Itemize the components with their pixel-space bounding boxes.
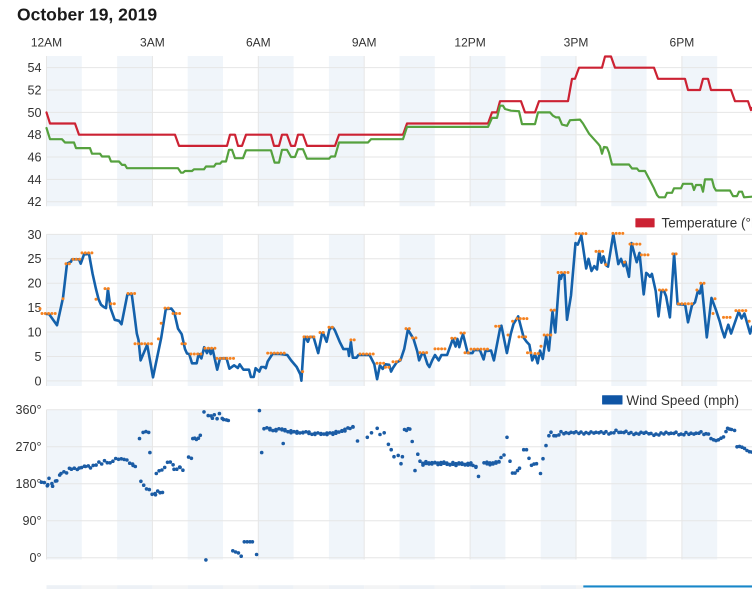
svg-text:52: 52: [27, 83, 41, 97]
svg-text:12PM: 12PM: [454, 36, 485, 50]
svg-text:90°: 90°: [22, 514, 41, 528]
svg-text:42: 42: [27, 195, 41, 209]
svg-text:10: 10: [27, 325, 41, 339]
svg-text:180°: 180°: [15, 477, 41, 491]
svg-text:Temperature (°F: Temperature (°F: [662, 216, 752, 231]
svg-text:270°: 270°: [15, 440, 41, 454]
svg-text:3PM: 3PM: [564, 36, 589, 50]
svg-text:6AM: 6AM: [246, 36, 271, 50]
svg-text:9AM: 9AM: [352, 36, 377, 50]
svg-text:5: 5: [34, 350, 41, 364]
svg-text:54: 54: [27, 61, 41, 75]
svg-text:Wind Speed (mph): Wind Speed (mph): [626, 393, 739, 408]
svg-text:20: 20: [27, 277, 41, 291]
svg-text:0: 0: [34, 374, 41, 388]
svg-text:25: 25: [27, 252, 41, 266]
svg-text:12AM: 12AM: [31, 36, 62, 50]
svg-text:360°: 360°: [15, 403, 41, 417]
svg-text:October 19, 2019: October 19, 2019: [17, 5, 157, 25]
svg-text:6PM: 6PM: [670, 36, 695, 50]
svg-text:46: 46: [27, 150, 41, 164]
svg-text:3AM: 3AM: [140, 36, 165, 50]
svg-text:0°: 0°: [29, 551, 41, 565]
svg-text:44: 44: [27, 173, 41, 187]
svg-text:48: 48: [27, 128, 41, 142]
svg-text:30: 30: [27, 228, 41, 242]
svg-text:50: 50: [27, 106, 41, 120]
